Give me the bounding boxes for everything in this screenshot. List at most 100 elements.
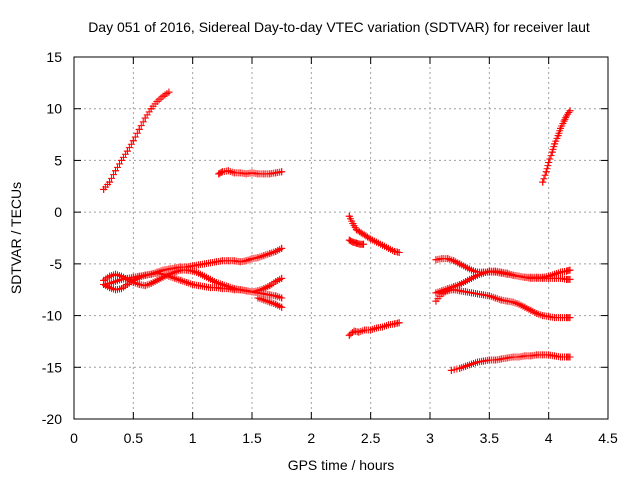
data-point [349,238,357,246]
data-point [509,298,517,306]
data-point [236,169,244,177]
data-point [390,247,398,255]
data-point [117,285,125,293]
x-tick-label: 1.5 [242,430,262,446]
series-arc-3 [539,107,574,186]
data-point [456,281,464,289]
data-point [539,351,547,359]
data-point [509,271,517,279]
y-tick-label: -5 [50,256,63,272]
data-point [195,282,203,290]
data-point [135,125,143,133]
data-point [206,275,214,283]
data-point [473,271,481,279]
data-point [345,212,353,220]
data-point [468,266,476,274]
data-point [141,114,149,122]
data-point [509,353,517,361]
data-point [153,269,161,277]
data-point [147,105,155,113]
data-point [468,274,476,282]
data-point [260,170,268,178]
data-point [141,271,149,279]
data-point [195,269,203,277]
data-point [438,255,446,263]
data-point [224,167,232,175]
data-point [503,269,511,277]
data-point [367,326,375,334]
data-point [557,124,565,132]
data-point [447,366,455,374]
data-point [123,147,131,155]
data-point [266,170,274,178]
x-tick-label: 1 [189,430,197,446]
data-point [527,274,535,282]
data-point [260,252,268,260]
data-point [479,357,487,365]
data-point [112,270,120,278]
data-point [242,287,250,295]
data-point [218,168,226,176]
data-point [212,258,220,266]
y-tick-label: 15 [46,49,62,65]
data-point [224,285,232,293]
data-point [367,235,375,243]
y-tick-label: -20 [42,411,62,427]
series-arc-8 [345,212,403,256]
data-point [236,258,244,266]
data-point [545,313,553,321]
data-point [497,268,505,276]
data-point [345,236,353,244]
data-point [539,274,547,282]
data-point [153,276,161,284]
data-point [456,260,464,268]
data-point [551,352,559,360]
data-point [438,290,446,298]
data-point [545,274,553,282]
y-tick-label: 10 [46,101,62,117]
series-arc-6 [100,269,286,302]
data-point [533,351,541,359]
data-point [521,273,529,281]
data-point [432,297,440,305]
data-point [485,267,493,275]
data-point [147,280,155,288]
data-point [515,272,523,280]
data-point [242,257,250,265]
data-point [539,178,547,186]
data-point [266,298,274,306]
series-arc-7 [254,294,286,311]
data-point [551,274,559,282]
data-point [242,170,250,178]
data-point [491,356,499,364]
data-point [373,238,381,246]
x-tick-label: 3 [426,430,434,446]
data-point [272,169,280,177]
data-point [352,239,360,247]
data-point [557,274,565,282]
data-point [491,294,499,302]
data-point [272,277,280,285]
data-point [215,170,223,178]
data-point [248,288,256,296]
data-point [266,282,274,290]
data-point [345,331,353,339]
data-point [444,287,452,295]
data-point [171,274,179,282]
data-point [503,354,511,362]
data-point [450,257,458,265]
data-point [379,241,387,249]
data-point [557,268,565,276]
data-point [201,283,209,291]
x-tick-label: 2.5 [361,430,381,446]
data-point [230,286,238,294]
data-point [497,355,505,363]
data-point [361,326,369,334]
data-point [352,226,360,234]
data-point [123,281,131,289]
data-point [254,170,262,178]
data-point [171,268,179,276]
data-point [468,360,476,368]
data-point [485,292,493,300]
data-point [206,259,214,267]
